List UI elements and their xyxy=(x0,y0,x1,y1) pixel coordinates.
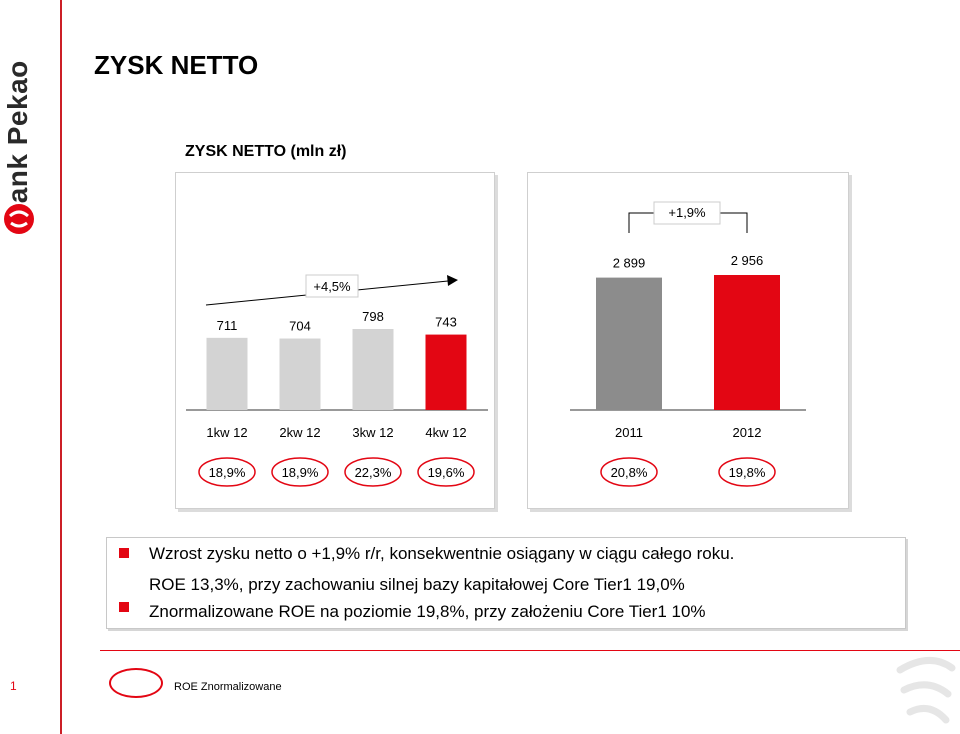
key-points-box: Wzrost zysku netto o +1,9% r/r, konsekwe… xyxy=(106,537,906,629)
quarterly-growth-arrowhead xyxy=(447,275,458,286)
yearly-roe-label: 19,8% xyxy=(729,465,766,480)
quarterly-value-label: 711 xyxy=(217,318,238,333)
side-rule xyxy=(60,0,62,734)
roe-legend-label: ROE Znormalizowane xyxy=(174,681,282,693)
yearly-bar-chart: 2 899 2011 20,8% 2 956 2012 19,8% +1,9% xyxy=(570,201,806,487)
quarterly-bar xyxy=(279,338,321,410)
yearly-growth-label: +1,9% xyxy=(668,205,706,220)
quarterly-bar xyxy=(206,337,248,410)
quarterly-roe-label: 19,6% xyxy=(428,465,465,480)
quarterly-value-label: 798 xyxy=(362,309,384,324)
quarterly-value-label: 743 xyxy=(435,315,457,330)
quarterly-value-label: 704 xyxy=(289,319,311,334)
quarterly-roe-label: 22,3% xyxy=(355,465,392,480)
quarterly-category-label: 4kw 12 xyxy=(425,425,466,440)
chart-title: ZYSK NETTO (mln zł) xyxy=(185,143,347,160)
bullet-point: ROE 13,3%, przy zachowaniu silnej bazy k… xyxy=(149,575,685,594)
quarterly-category-label: 2kw 12 xyxy=(279,425,320,440)
roe-legend-oval xyxy=(109,668,163,698)
bullet-point: Znormalizowane ROE na poziomie 19,8%, pr… xyxy=(149,602,706,621)
logo-emblem-icon xyxy=(4,204,34,234)
yearly-category-label: 2011 xyxy=(615,425,643,440)
quarterly-chart-panel: 711 1kw 12 18,9% 704 2kw 12 18,9% 798 3kw 12 22,… xyxy=(175,172,495,509)
quarterly-category-label: 1kw 12 xyxy=(206,425,247,440)
bullet-marker xyxy=(119,548,129,558)
watermark-icon xyxy=(896,657,956,724)
yearly-growth-box xyxy=(653,201,721,225)
yearly-roe-oval xyxy=(718,457,776,487)
quarterly-roe-oval xyxy=(271,457,329,487)
quarterly-growth-box xyxy=(305,274,359,298)
quarterly-growth-label: +4,5% xyxy=(313,279,351,294)
quarterly-roe-oval xyxy=(198,457,256,487)
quarterly-category-label: 3kw 12 xyxy=(352,425,393,440)
footer-rule xyxy=(100,650,960,651)
slide-title: ZYSK NETTO xyxy=(94,50,259,80)
yearly-value-label: 2 956 xyxy=(731,253,764,268)
yearly-roe-label: 20,8% xyxy=(611,465,648,480)
yearly-roe-oval xyxy=(600,457,658,487)
quarterly-bar xyxy=(425,334,467,410)
yearly-chart-panel: 2 899 2011 20,8% 2 956 2012 19,8% +1,9% xyxy=(527,172,849,509)
bullet-marker xyxy=(119,602,129,612)
yearly-value-label: 2 899 xyxy=(613,256,646,271)
quarterly-roe-label: 18,9% xyxy=(209,465,246,480)
yearly-bar xyxy=(714,275,780,410)
page-number: 1 xyxy=(10,679,17,693)
yearly-category-label: 2012 xyxy=(733,425,762,440)
bank-pekao-logo: Bank Pekao xyxy=(2,36,36,236)
quarterly-roe-label: 18,9% xyxy=(282,465,319,480)
bullet-point: Wzrost zysku netto o +1,9% r/r, konsekwe… xyxy=(149,544,735,563)
quarterly-roe-oval xyxy=(344,457,402,487)
quarterly-bar-chart: 711 1kw 12 18,9% 704 2kw 12 18,9% 798 3kw 12 22,… xyxy=(186,274,488,487)
logo-wordmark: Bank Pekao xyxy=(2,60,33,224)
quarterly-bar xyxy=(352,329,394,410)
yearly-bar xyxy=(596,277,662,410)
quarterly-roe-oval xyxy=(417,457,475,487)
